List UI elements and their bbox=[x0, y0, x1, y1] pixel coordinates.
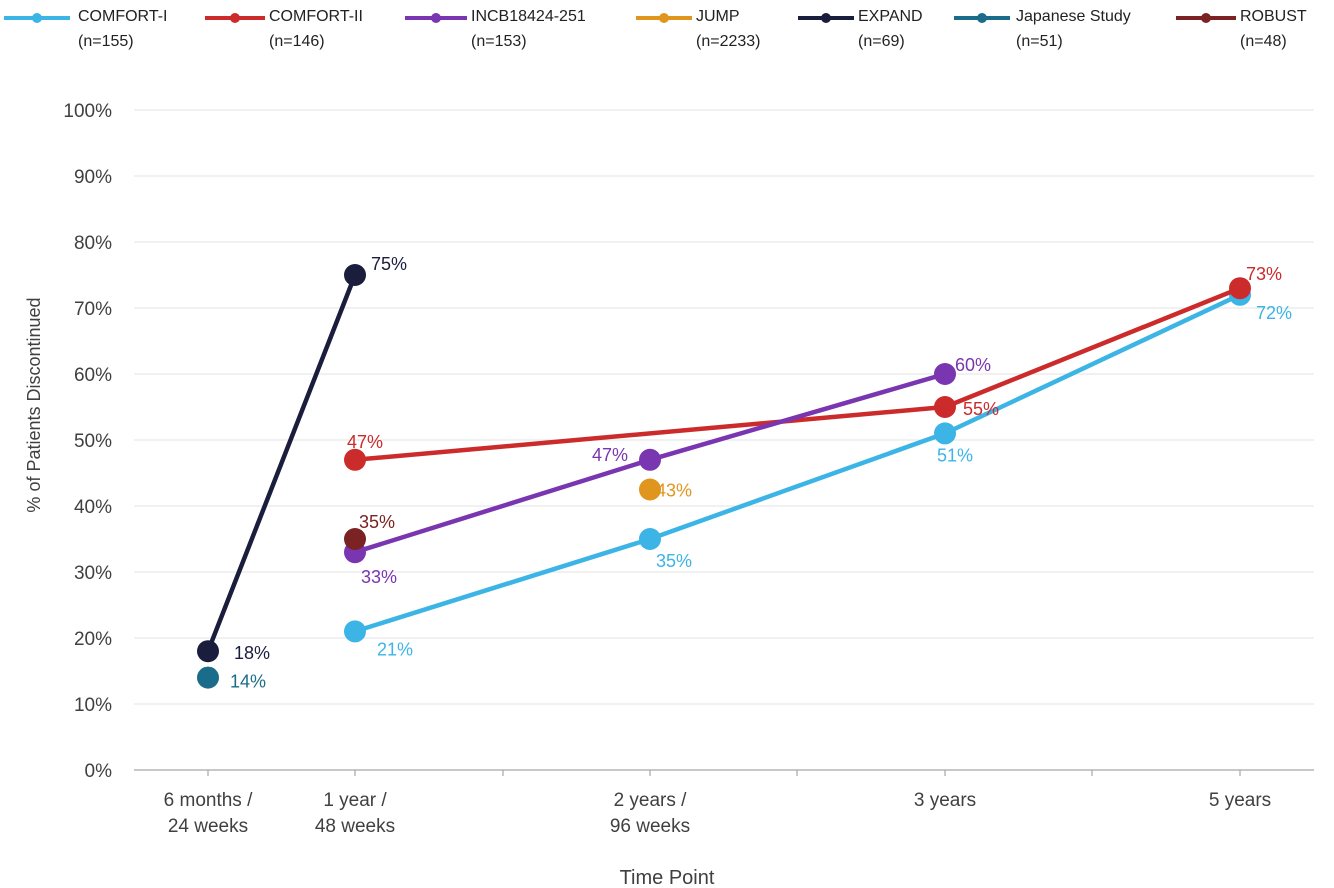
legend-sample-size: (n=155) bbox=[78, 33, 134, 50]
data-point bbox=[344, 620, 366, 643]
y-tick-label: 100% bbox=[63, 101, 112, 122]
y-tick-label: 0% bbox=[85, 761, 113, 782]
legend-label: EXPAND bbox=[858, 8, 923, 25]
data-label: 43% bbox=[656, 481, 692, 501]
data-label: 73% bbox=[1246, 264, 1282, 284]
data-point bbox=[197, 640, 219, 663]
x-tick-label: 48 weeks bbox=[315, 816, 395, 837]
data-label: 35% bbox=[656, 551, 692, 571]
data-label: 18% bbox=[234, 643, 270, 663]
data-label: 33% bbox=[361, 567, 397, 587]
data-point bbox=[934, 422, 956, 445]
legend-marker bbox=[821, 13, 831, 23]
data-label: 72% bbox=[1256, 303, 1292, 323]
x-tick-label: 2 years / bbox=[614, 790, 688, 811]
x-tick-label: 1 year / bbox=[323, 790, 387, 811]
data-label: 14% bbox=[230, 672, 266, 692]
legend-marker bbox=[659, 13, 669, 23]
data-label: 55% bbox=[963, 399, 999, 419]
legend-marker bbox=[32, 13, 42, 23]
data-label: 47% bbox=[592, 445, 628, 465]
legend-marker bbox=[431, 13, 441, 23]
y-tick-label: 80% bbox=[74, 233, 112, 254]
legend-label: JUMP bbox=[696, 8, 740, 25]
data-labels: 21% 35% 51% 72% 47% 55% 73% 33% 47% 60% 43% 18% 75% 1… bbox=[230, 254, 1292, 692]
legend-marker bbox=[977, 13, 987, 23]
legend-sample-size: (n=146) bbox=[269, 33, 325, 50]
data-point bbox=[1229, 277, 1251, 300]
data-point bbox=[639, 528, 661, 550]
series-line bbox=[205, 272, 358, 654]
legend-label: Japanese Study bbox=[1016, 8, 1131, 25]
y-tick-label: 40% bbox=[74, 497, 112, 518]
data-point bbox=[344, 448, 366, 471]
y-tick-label: 50% bbox=[74, 431, 112, 452]
data-point bbox=[934, 396, 956, 418]
legend-sample-size: (n=153) bbox=[471, 33, 527, 50]
y-tick-label: 90% bbox=[74, 167, 112, 188]
legend-label: INCB18424-251 bbox=[471, 8, 586, 25]
legend-sample-size: (n=2233) bbox=[696, 33, 761, 50]
y-tick-label: 10% bbox=[74, 695, 112, 716]
y-axis-title: % of Patients Discontinued bbox=[24, 297, 44, 512]
y-tick-label: 60% bbox=[74, 365, 112, 386]
x-axis-title: Time Point bbox=[620, 867, 715, 888]
axes: 0% 10% 20% 30% 40% 50% 60% 70% 80% 90% 100% 6 month… bbox=[63, 101, 1314, 837]
y-tick-label: 30% bbox=[74, 563, 112, 584]
x-tick-label: 6 months / bbox=[164, 790, 253, 811]
legend-sample-size: (n=48) bbox=[1240, 33, 1287, 50]
data-point bbox=[934, 363, 956, 385]
y-tick-label: 70% bbox=[74, 299, 112, 320]
data-label: 75% bbox=[371, 254, 407, 274]
data-label: 21% bbox=[377, 639, 413, 659]
x-tick-label: 96 weeks bbox=[610, 816, 690, 837]
legend-marker bbox=[230, 13, 240, 23]
data-point bbox=[197, 666, 219, 689]
legend-sample-size: (n=51) bbox=[1016, 33, 1063, 50]
legend-label: COMFORT-II bbox=[269, 8, 363, 25]
legend-label: ROBUST bbox=[1240, 8, 1307, 25]
series-line bbox=[352, 292, 1243, 634]
x-tick-label: 3 years bbox=[914, 790, 976, 811]
legend-label: COMFORT-I bbox=[78, 8, 168, 25]
y-tick-label: 20% bbox=[74, 629, 112, 650]
series-layer bbox=[197, 264, 1251, 689]
data-label: 35% bbox=[359, 512, 395, 532]
data-point bbox=[344, 528, 366, 550]
legend-sample-size: (n=69) bbox=[858, 33, 905, 50]
data-label: 60% bbox=[955, 355, 991, 375]
chart-legend: COMFORT-I (n=155) COMFORT-II (n=146) INC… bbox=[0, 4, 1334, 60]
x-tick-label: 24 weeks bbox=[168, 816, 248, 837]
data-label: 47% bbox=[347, 432, 383, 452]
data-label: 51% bbox=[937, 445, 973, 465]
gridlines bbox=[134, 109, 1314, 705]
data-point bbox=[344, 264, 366, 286]
legend-marker bbox=[1201, 13, 1211, 23]
data-point bbox=[639, 448, 661, 471]
data-point bbox=[639, 478, 661, 501]
x-tick-label: 5 years bbox=[1209, 790, 1271, 811]
